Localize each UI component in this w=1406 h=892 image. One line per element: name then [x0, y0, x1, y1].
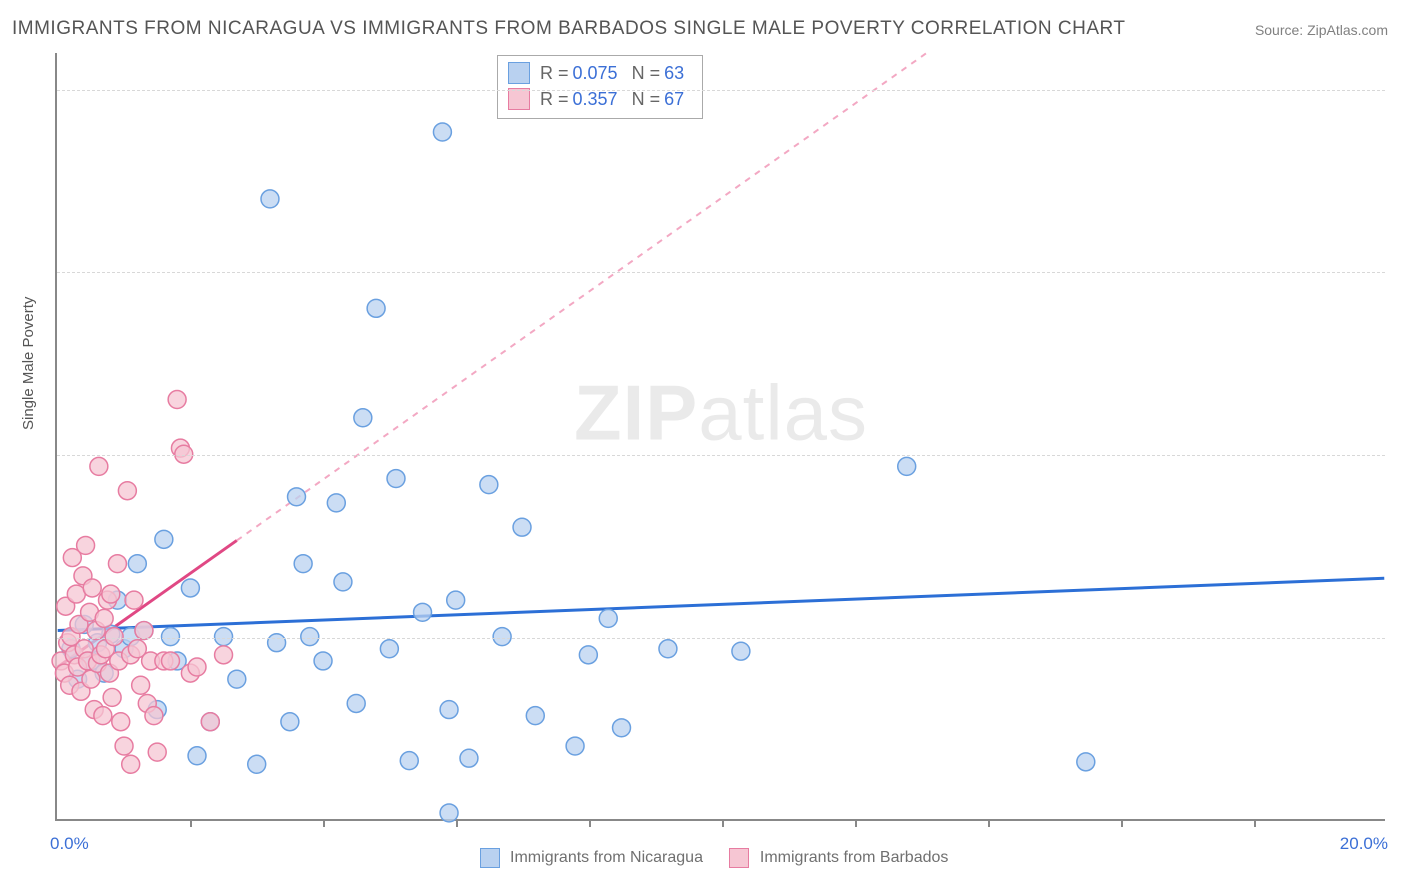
stats-row-1: R = 0.075 N = 63 — [508, 60, 688, 86]
data-point — [380, 640, 398, 658]
grid-line — [57, 90, 1385, 91]
x-tick — [456, 819, 458, 827]
data-point — [334, 573, 352, 591]
data-point — [102, 585, 120, 603]
data-point — [248, 755, 266, 773]
data-point — [77, 536, 95, 554]
x-tick — [323, 819, 325, 827]
data-point — [162, 628, 180, 646]
data-point — [83, 579, 101, 597]
data-point — [128, 555, 146, 573]
data-point — [898, 457, 916, 475]
grid-line — [57, 638, 1385, 639]
data-point — [148, 743, 166, 761]
data-point — [732, 642, 750, 660]
data-point — [354, 409, 372, 427]
data-point — [135, 622, 153, 640]
legend-label-2: Immigrants from Barbados — [760, 849, 949, 866]
data-point — [215, 628, 233, 646]
data-point — [201, 713, 219, 731]
data-point — [599, 609, 617, 627]
data-point — [440, 701, 458, 719]
data-point — [103, 688, 121, 706]
data-point — [288, 488, 306, 506]
data-point — [90, 457, 108, 475]
y-axis-label: Single Male Poverty — [20, 297, 37, 430]
data-point — [460, 749, 478, 767]
swatch-nicaragua-icon — [508, 62, 530, 84]
swatch-barbados-icon — [729, 848, 749, 868]
data-point — [132, 676, 150, 694]
y-tick-label: 45.0% — [1390, 262, 1406, 282]
bottom-legend: Immigrants from Nicaragua Immigrants fro… — [0, 848, 1406, 868]
data-point — [613, 719, 631, 737]
data-point — [122, 755, 140, 773]
data-point — [112, 713, 130, 731]
data-point — [414, 603, 432, 621]
data-point — [188, 658, 206, 676]
x-tick — [988, 819, 990, 827]
data-point — [526, 707, 544, 725]
data-point — [314, 652, 332, 670]
data-point — [155, 530, 173, 548]
data-point — [367, 299, 385, 317]
data-point — [115, 737, 133, 755]
stats-legend-box: R = 0.075 N = 63 R = 0.357 N = 67 — [497, 55, 703, 119]
data-point — [447, 591, 465, 609]
data-point — [118, 482, 136, 500]
data-point — [181, 579, 199, 597]
x-max-label: 20.0% — [1340, 834, 1388, 854]
plot-svg — [57, 53, 1385, 819]
plot-area: ZIPatlas R = 0.075 N = 63 R = 0.357 N = … — [55, 53, 1385, 821]
y-tick-label: 15.0% — [1390, 628, 1406, 648]
data-point — [108, 555, 126, 573]
data-point — [228, 670, 246, 688]
y-tick-label: 30.0% — [1390, 445, 1406, 465]
data-point — [268, 634, 286, 652]
data-point — [659, 640, 677, 658]
x-tick — [1121, 819, 1123, 827]
data-point — [294, 555, 312, 573]
legend-label-1: Immigrants from Nicaragua — [510, 849, 703, 866]
data-point — [301, 628, 319, 646]
data-point — [261, 190, 279, 208]
grid-line — [57, 455, 1385, 456]
x-tick — [190, 819, 192, 827]
data-point — [105, 628, 123, 646]
x-tick — [1254, 819, 1256, 827]
y-tick-label: 60.0% — [1390, 80, 1406, 100]
x-tick — [589, 819, 591, 827]
x-min-label: 0.0% — [50, 834, 89, 854]
data-point — [1077, 753, 1095, 771]
data-point — [493, 628, 511, 646]
data-point — [480, 476, 498, 494]
data-point — [566, 737, 584, 755]
data-point — [513, 518, 531, 536]
data-point — [579, 646, 597, 664]
data-point — [433, 123, 451, 141]
x-tick — [855, 819, 857, 827]
swatch-nicaragua-icon — [480, 848, 500, 868]
data-point — [145, 707, 163, 725]
data-point — [188, 747, 206, 765]
data-point — [175, 445, 193, 463]
data-point — [94, 707, 112, 725]
data-point — [215, 646, 233, 664]
data-point — [347, 695, 365, 713]
data-point — [281, 713, 299, 731]
data-point — [387, 470, 405, 488]
swatch-barbados-icon — [508, 88, 530, 110]
data-point — [125, 591, 143, 609]
data-point — [95, 609, 113, 627]
data-point — [162, 652, 180, 670]
data-point — [327, 494, 345, 512]
source-label: Source: ZipAtlas.com — [1255, 22, 1388, 38]
x-tick — [722, 819, 724, 827]
chart-title: IMMIGRANTS FROM NICARAGUA VS IMMIGRANTS … — [12, 18, 1126, 40]
data-point — [168, 391, 186, 409]
data-point — [400, 752, 418, 770]
grid-line — [57, 272, 1385, 273]
chart-container: IMMIGRANTS FROM NICARAGUA VS IMMIGRANTS … — [0, 0, 1406, 892]
